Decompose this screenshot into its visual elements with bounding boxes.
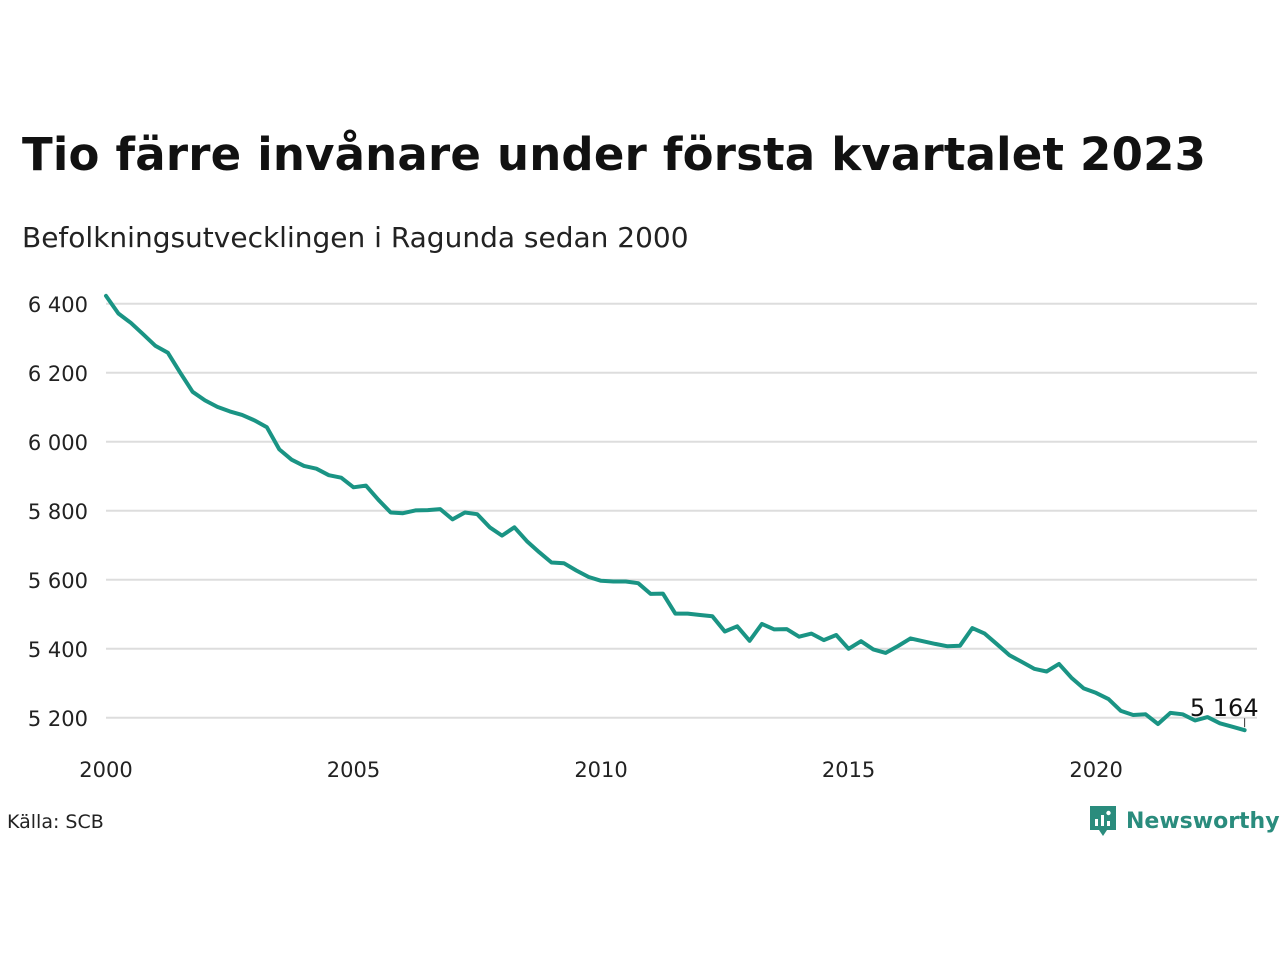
brand-name: Newsworthy	[1126, 808, 1280, 834]
end-value-label: 5 164	[1190, 694, 1259, 722]
newsworthy-brand[interactable]: Newsworthy	[1088, 804, 1280, 838]
source-label: Källa: SCB	[7, 811, 104, 833]
newsworthy-logo-icon	[1090, 806, 1116, 836]
y-tick-label: 6 000	[28, 431, 88, 455]
y-tick-label: 6 400	[28, 293, 88, 317]
y-tick-label: 6 200	[28, 362, 88, 386]
population-line	[104, 293, 1247, 733]
x-tick-label: 2005	[327, 758, 380, 782]
y-tick-label: 5 600	[28, 569, 88, 593]
x-tick-label: 2010	[574, 758, 627, 782]
x-tick-label: 2000	[79, 758, 132, 782]
x-tick-label: 2015	[822, 758, 875, 782]
chart-subtitle: Befolkningsutvecklingen i Ragunda sedan …	[22, 221, 689, 254]
x-tick-label: 2020	[1069, 758, 1122, 782]
y-tick-label: 5 200	[28, 707, 88, 731]
chart-title: Tio färre invånare under första kvartale…	[22, 128, 1207, 181]
y-tick-label: 5 800	[28, 500, 88, 524]
y-tick-label: 5 400	[28, 638, 88, 662]
